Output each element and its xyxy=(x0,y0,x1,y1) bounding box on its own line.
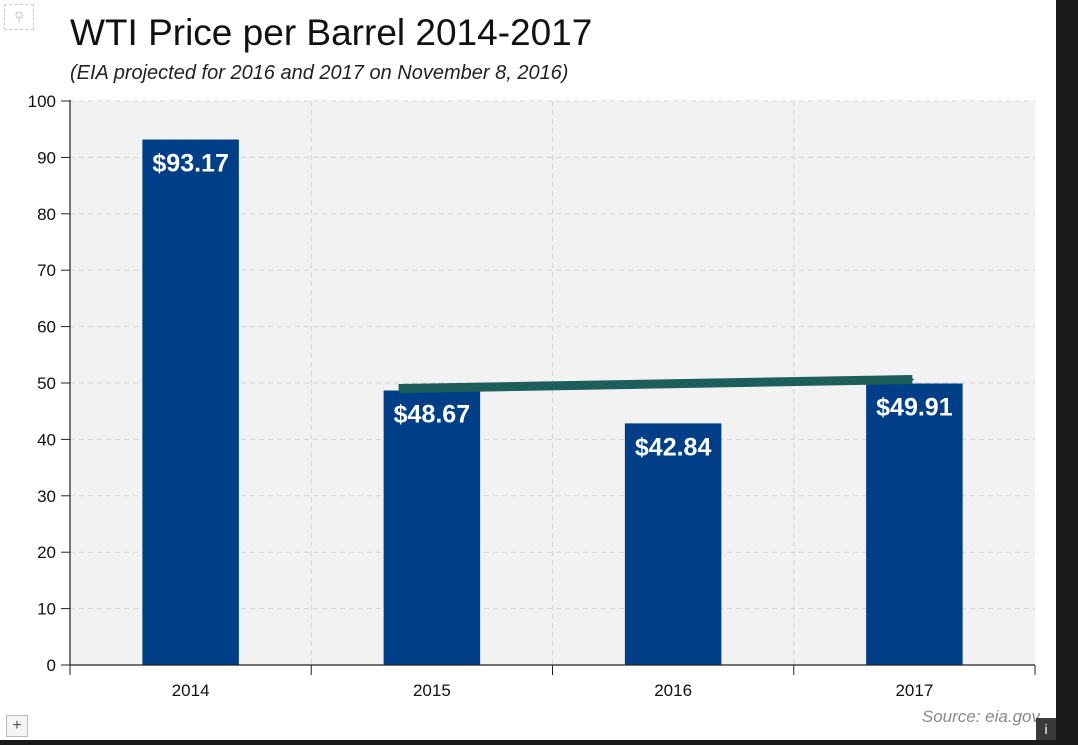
y-tick-label: 70 xyxy=(37,261,56,280)
y-tick-label: 0 xyxy=(47,656,56,675)
x-tick-label-2015: 2015 xyxy=(413,681,451,700)
data-label-2017: $49.91 xyxy=(876,394,953,422)
y-tick-label: 100 xyxy=(28,92,56,111)
y-tick-label: 90 xyxy=(37,148,56,167)
y-tick-label: 60 xyxy=(37,318,56,337)
source-note: Source: eia.gov xyxy=(921,707,1040,726)
x-tick-label-2017: 2017 xyxy=(895,681,933,700)
expand-button[interactable]: + xyxy=(6,715,28,737)
y-tick-label: 30 xyxy=(37,487,56,506)
bar-2015 xyxy=(383,390,481,665)
x-tick-label-2016: 2016 xyxy=(654,681,692,700)
y-tick-label: 20 xyxy=(37,543,56,562)
bar-2016 xyxy=(624,423,722,665)
y-tick-label: 50 xyxy=(37,374,56,393)
data-label-2014: $93.17 xyxy=(152,150,228,178)
data-label-2016: $42.84 xyxy=(635,433,712,461)
x-tick-label-2014: 2014 xyxy=(172,681,210,700)
info-button[interactable]: i xyxy=(1036,718,1056,740)
trend-arrow xyxy=(398,374,915,394)
bar-2017 xyxy=(866,383,963,665)
chart-subtitle: (EIA projected for 2016 and 2017 on Nove… xyxy=(70,62,569,84)
data-label-2015: $48.67 xyxy=(394,401,470,429)
y-tick-label: 40 xyxy=(37,430,56,449)
bar-chart: 0 10 20 30 40 50 60 70 80 90 100 2014 2015 2016 2017 $… xyxy=(28,92,1036,700)
window-frame-bottom xyxy=(0,740,1078,745)
magnifier-icon[interactable]: ⚲ xyxy=(4,4,34,30)
bar-2014 xyxy=(142,139,239,666)
window-frame-right xyxy=(1056,0,1078,745)
y-tick-label: 10 xyxy=(37,600,56,619)
y-tick-label: 80 xyxy=(37,205,56,224)
chart-title: WTI Price per Barrel 2014-2017 xyxy=(70,12,593,53)
